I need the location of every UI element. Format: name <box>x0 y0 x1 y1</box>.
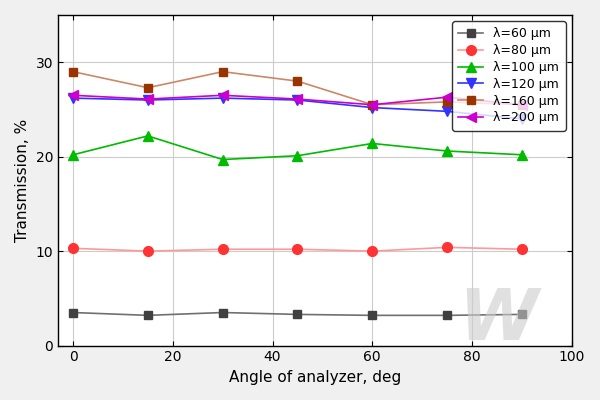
X-axis label: Angle of analyzer, deg: Angle of analyzer, deg <box>229 370 401 385</box>
λ=120 μm <box>70 96 77 100</box>
λ=80 μm <box>70 246 77 251</box>
λ=60 μm <box>443 313 451 318</box>
λ=100 μm <box>518 152 526 157</box>
Line: λ=160 μm: λ=160 μm <box>69 68 526 109</box>
λ=120 μm <box>219 96 226 100</box>
λ=160 μm <box>518 102 526 107</box>
λ=80 μm <box>219 247 226 252</box>
λ=160 μm <box>219 69 226 74</box>
λ=80 μm <box>443 245 451 250</box>
λ=160 μm <box>443 100 451 104</box>
Line: λ=60 μm: λ=60 μm <box>69 308 526 320</box>
λ=80 μm <box>518 247 526 252</box>
λ=200 μm <box>368 102 376 107</box>
λ=60 μm <box>294 312 301 317</box>
Text: W: W <box>458 286 538 354</box>
λ=80 μm <box>294 247 301 252</box>
λ=160 μm <box>368 102 376 107</box>
Legend: λ=60 μm, λ=80 μm, λ=100 μm, λ=120 μm, λ=160 μm, λ=200 μm: λ=60 μm, λ=80 μm, λ=100 μm, λ=120 μm, λ=… <box>452 21 566 130</box>
Line: λ=100 μm: λ=100 μm <box>68 131 527 164</box>
λ=120 μm <box>294 98 301 102</box>
λ=100 μm <box>443 149 451 154</box>
λ=160 μm <box>70 69 77 74</box>
Y-axis label: Transmission, %: Transmission, % <box>15 119 30 242</box>
λ=200 μm <box>219 93 226 98</box>
λ=60 μm <box>144 313 151 318</box>
λ=60 μm <box>518 312 526 317</box>
λ=160 μm <box>294 79 301 84</box>
λ=120 μm <box>368 105 376 110</box>
λ=80 μm <box>144 249 151 254</box>
Line: λ=200 μm: λ=200 μm <box>68 90 527 110</box>
λ=200 μm <box>443 95 451 100</box>
λ=200 μm <box>294 97 301 102</box>
Line: λ=80 μm: λ=80 μm <box>68 242 527 256</box>
λ=100 μm <box>70 152 77 157</box>
λ=100 μm <box>294 153 301 158</box>
Line: λ=120 μm: λ=120 μm <box>68 93 527 124</box>
λ=200 μm <box>518 102 526 107</box>
λ=100 μm <box>219 157 226 162</box>
λ=100 μm <box>368 141 376 146</box>
λ=60 μm <box>368 313 376 318</box>
λ=60 μm <box>219 310 226 315</box>
λ=120 μm <box>144 98 151 102</box>
λ=120 μm <box>443 109 451 114</box>
λ=160 μm <box>144 85 151 90</box>
λ=60 μm <box>70 310 77 315</box>
λ=80 μm <box>368 249 376 254</box>
λ=200 μm <box>144 97 151 102</box>
λ=100 μm <box>144 134 151 138</box>
λ=120 μm <box>518 116 526 121</box>
λ=200 μm <box>70 93 77 98</box>
